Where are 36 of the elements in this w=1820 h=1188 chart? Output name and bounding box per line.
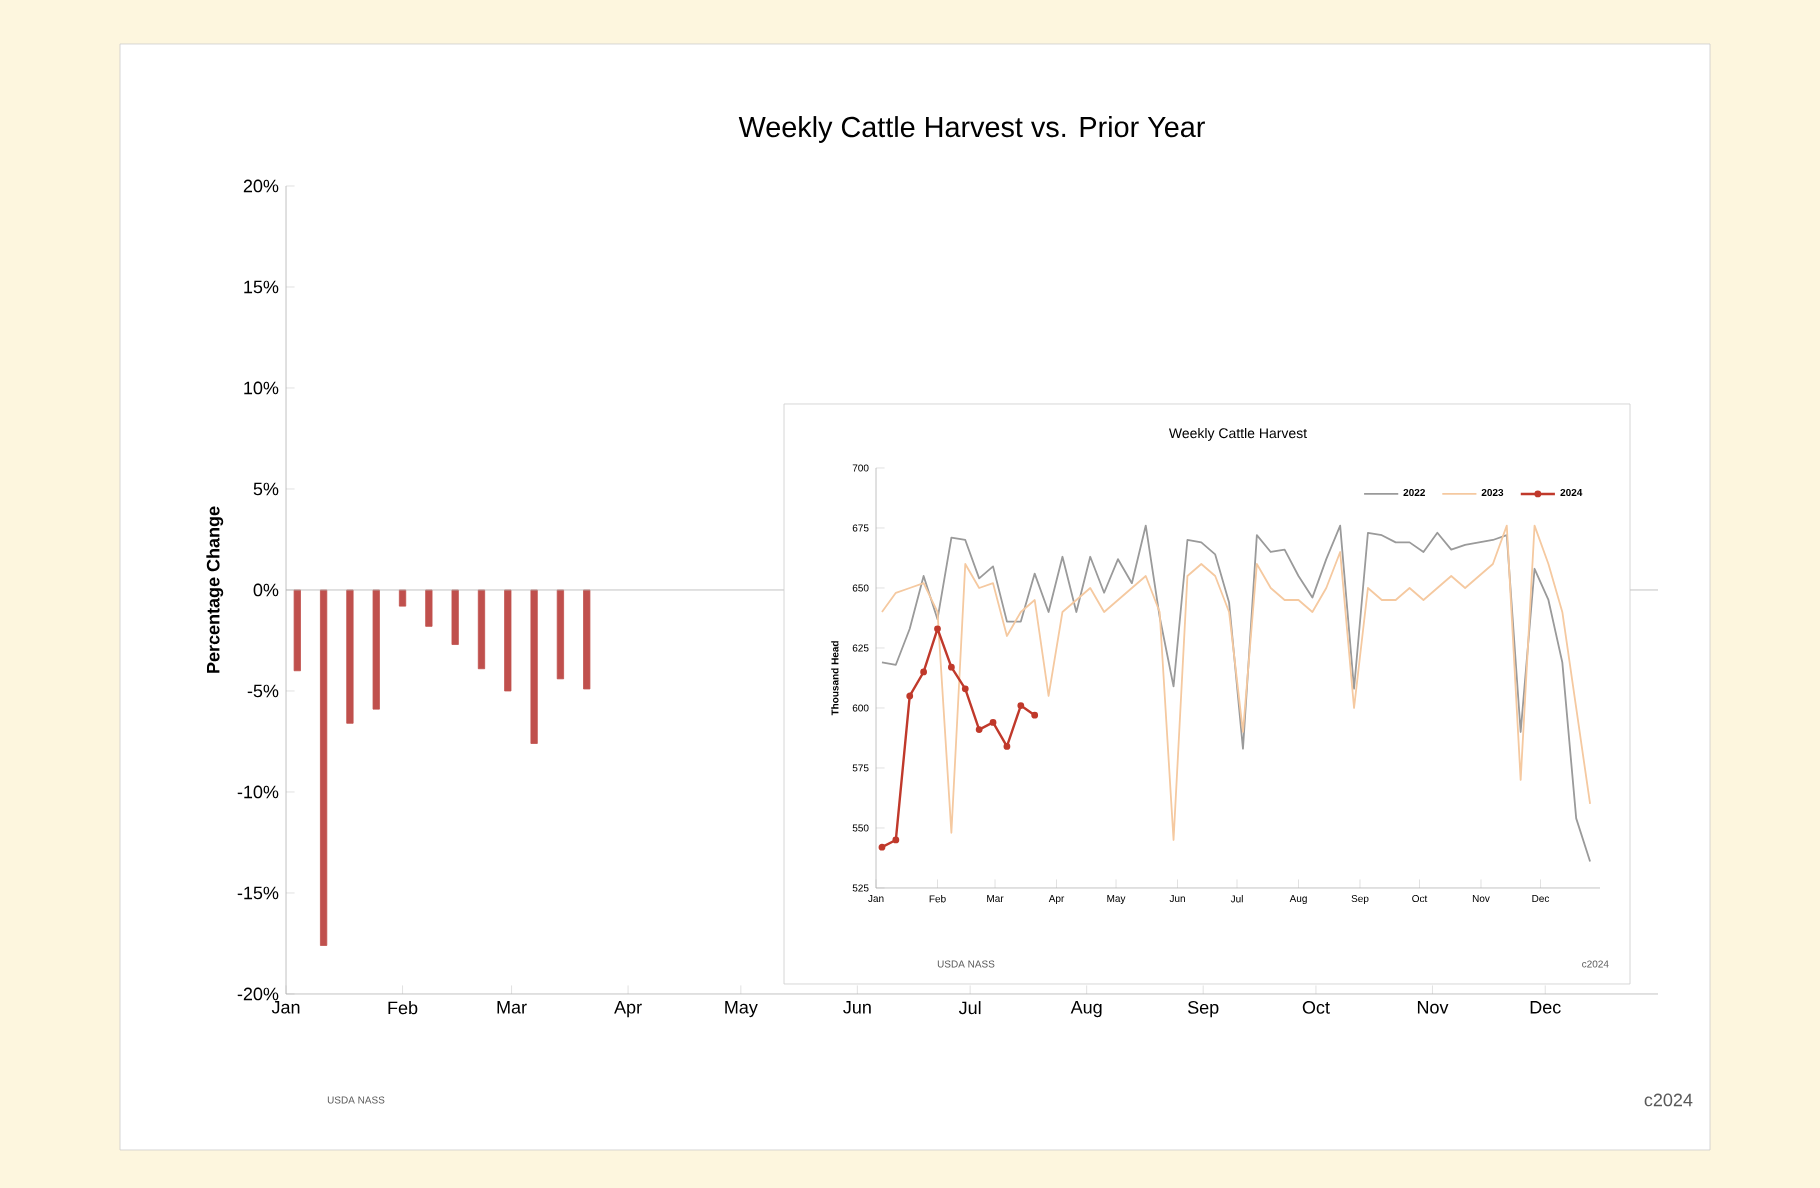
x-tick-label: Apr xyxy=(614,1001,642,1018)
point xyxy=(934,625,941,633)
y-tick-label: 5% xyxy=(253,482,279,496)
x-tick-label: Jan xyxy=(271,1001,300,1014)
point xyxy=(1017,702,1025,709)
y-tick-label: -15% xyxy=(237,886,279,900)
y-tick-label: -10% xyxy=(237,785,279,799)
x-tick-label: May xyxy=(725,1001,758,1018)
x-tick-label: Mar xyxy=(497,1001,527,1014)
x-tick-label: Sep xyxy=(1187,1001,1219,1018)
point xyxy=(920,668,928,676)
chart-title: Weekly Cattle Harvest vs. Prior Year xyxy=(738,116,1205,143)
point xyxy=(975,726,983,733)
point xyxy=(961,685,969,693)
y-axis-title: Percentage Change xyxy=(206,506,224,673)
y-tick-label: -5% xyxy=(247,684,279,698)
point xyxy=(878,843,886,851)
point xyxy=(1003,742,1011,750)
x-tick-label: Jun xyxy=(843,1001,871,1014)
x-tick-label: Aug xyxy=(1070,1001,1102,1018)
y-tick-label: 0% xyxy=(253,583,279,597)
x-tick-label: Dec xyxy=(1530,1001,1561,1014)
x-tick-label: Oct xyxy=(1302,1001,1330,1014)
point xyxy=(1031,711,1039,719)
y-tick-label: -20% xyxy=(237,987,279,1001)
x-tick-label: Jul xyxy=(958,1001,981,1015)
point xyxy=(892,836,900,844)
x-tick-label: Feb xyxy=(388,1001,418,1015)
y-tick-label: 10% xyxy=(244,381,279,395)
point xyxy=(989,718,997,726)
y-tick-label: 20% xyxy=(243,179,279,193)
y-tick-label: 15% xyxy=(244,280,279,294)
x-tick-label: Nov xyxy=(1417,1001,1449,1014)
text: c2024 xyxy=(1644,1093,1693,1107)
point xyxy=(947,663,955,671)
point xyxy=(906,692,914,700)
